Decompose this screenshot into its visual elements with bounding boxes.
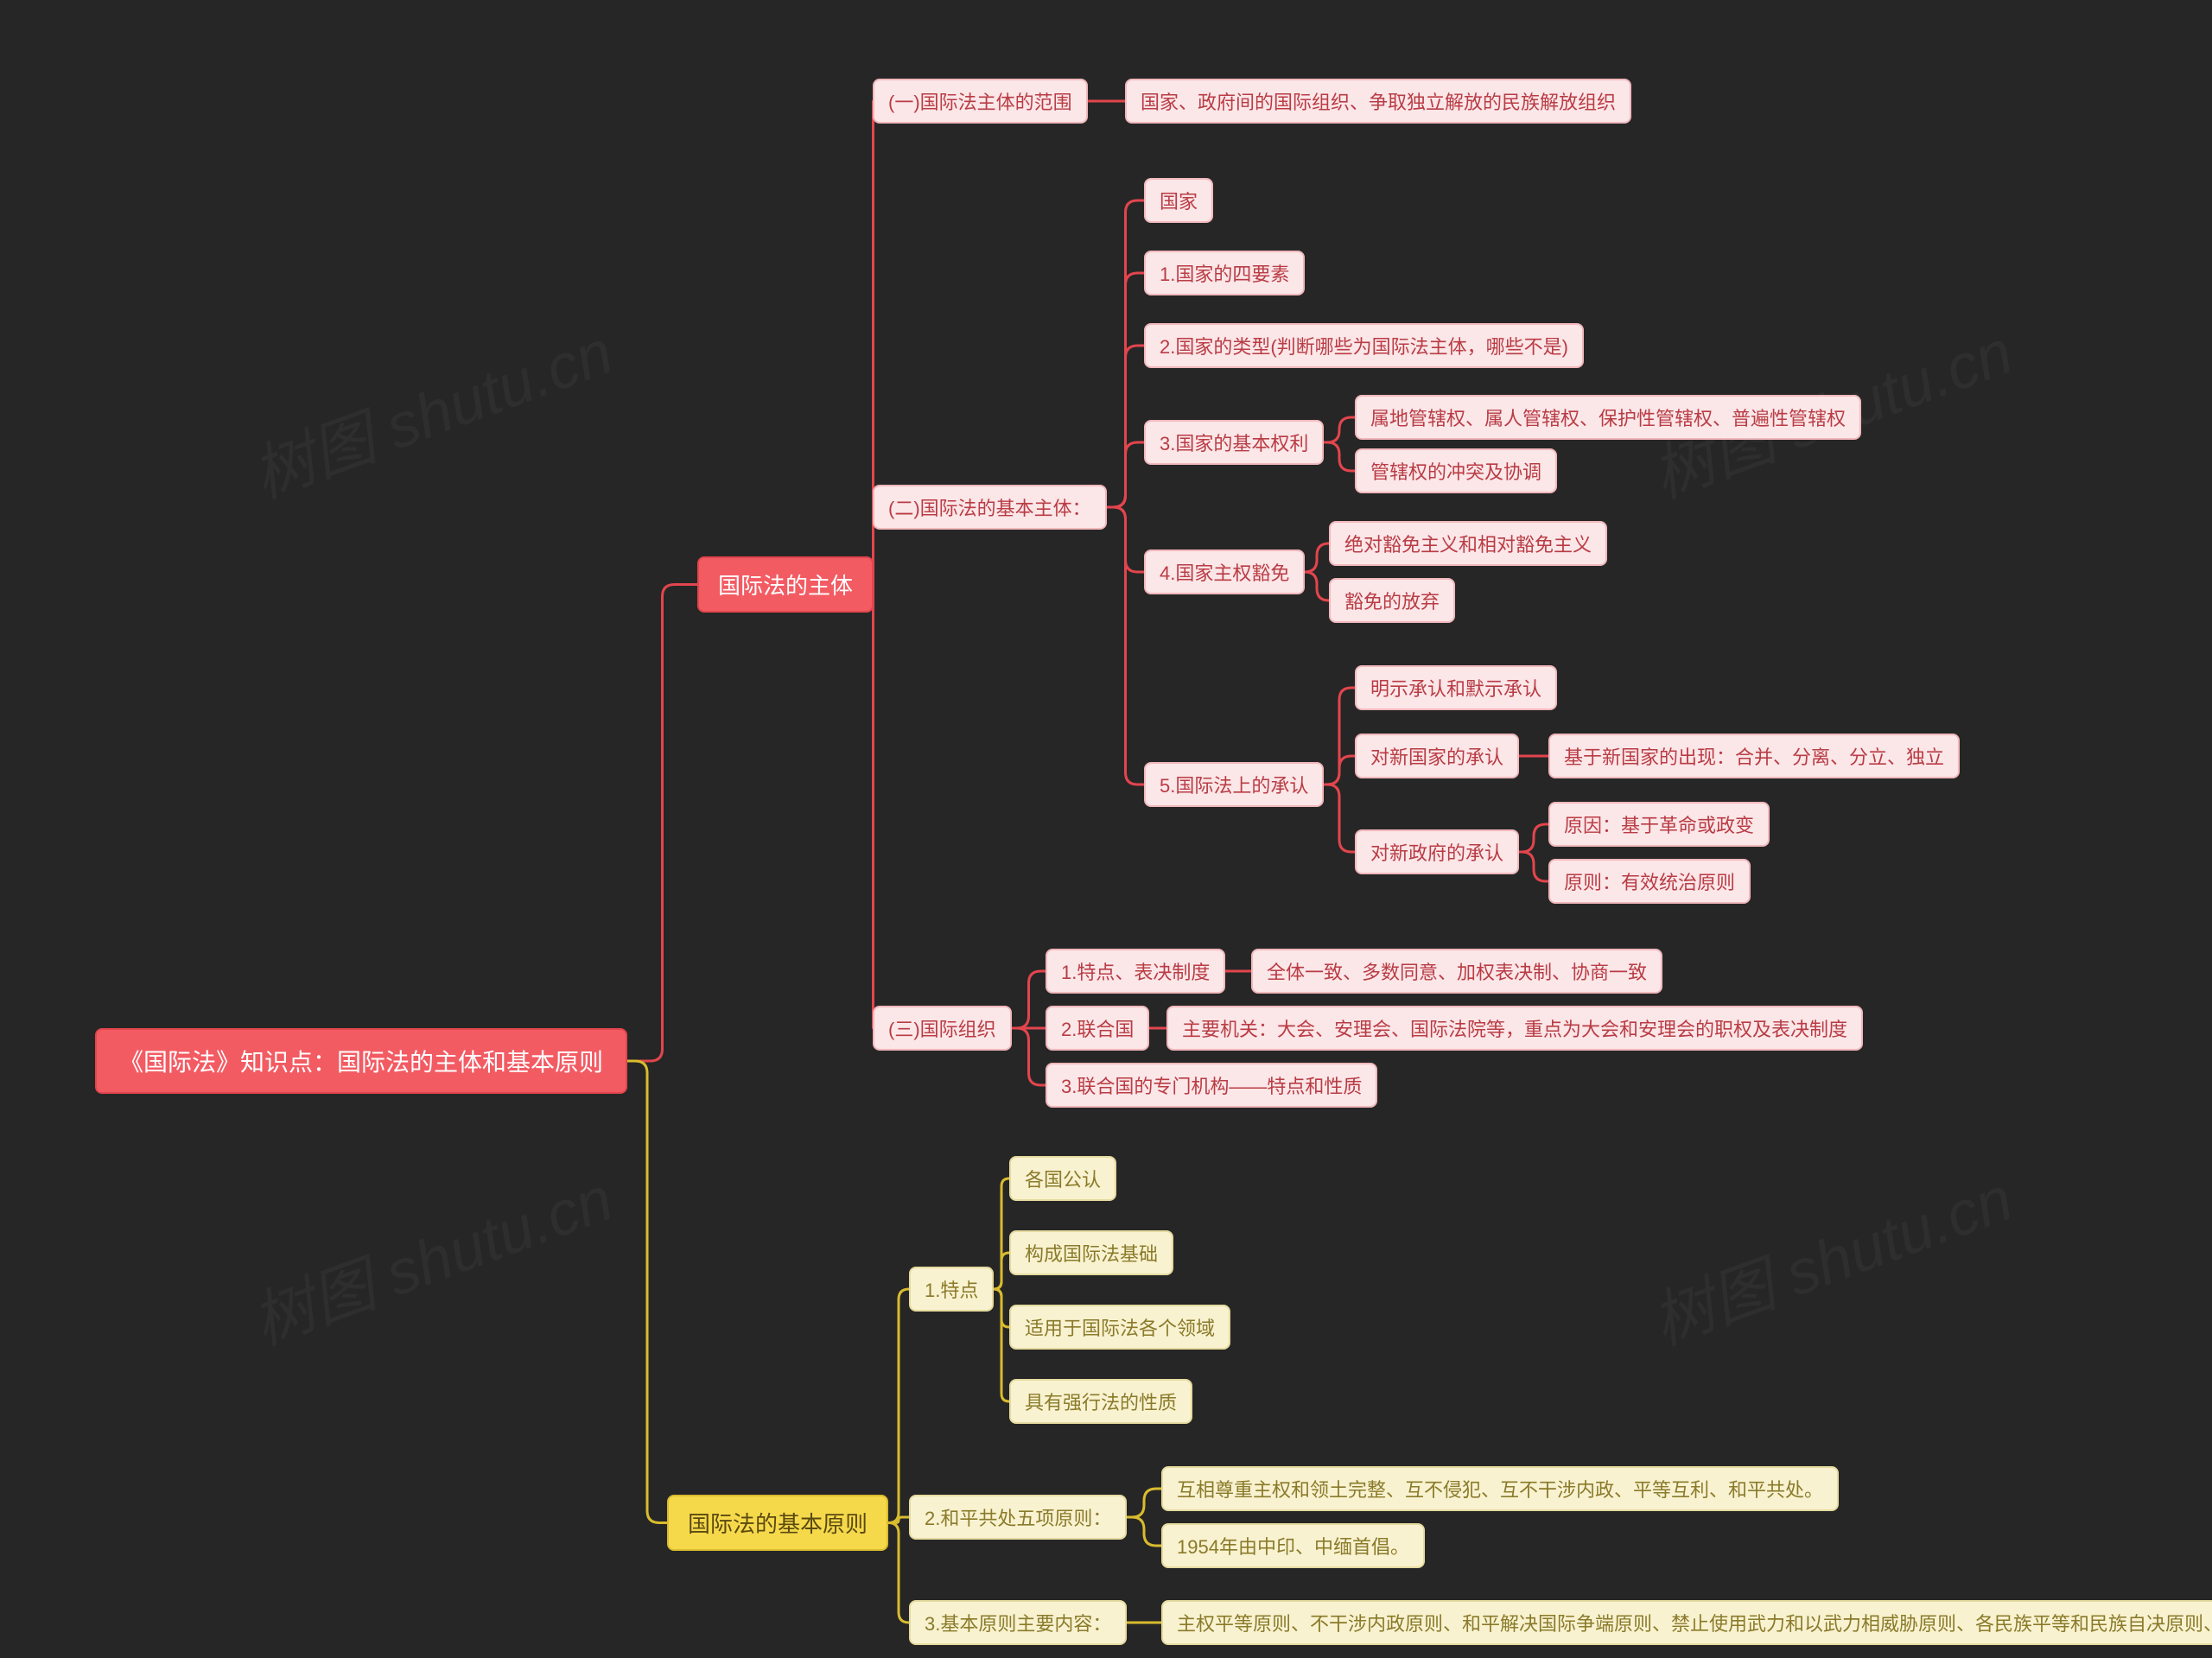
node-s2b[interactable]: 1.国家的四要素 <box>1144 251 1305 295</box>
node-s2f2[interactable]: 对新国家的承认 <box>1355 734 1519 778</box>
node-s2e2[interactable]: 豁免的放弃 <box>1329 578 1455 623</box>
node-s2d1[interactable]: 属地管辖权、属人管辖权、保护性管辖权、普遍性管辖权 <box>1355 395 1861 440</box>
node-p3a[interactable]: 主权平等原则、不干涉内政原则、和平解决国际争端原则、禁止使用武力和以武力相威胁原… <box>1161 1600 2212 1645</box>
edge <box>994 1178 1009 1289</box>
edge <box>1107 346 1144 507</box>
node-p1b[interactable]: 构成国际法基础 <box>1009 1230 1173 1275</box>
edge <box>1324 417 1355 442</box>
node-p2a[interactable]: 互相尊重主权和领土完整、互不侵犯、互不干涉内政、平等互利、和平共处。 <box>1161 1466 1839 1511</box>
node-s2a[interactable]: 国家 <box>1144 178 1213 223</box>
node-p2[interactable]: 2.和平共处五项原则： <box>909 1495 1127 1540</box>
node-b1[interactable]: 国际法的主体 <box>697 556 874 613</box>
node-s3a1[interactable]: 全体一致、多数同意、加权表决制、协商一致 <box>1251 949 1662 994</box>
node-s2e[interactable]: 4.国家主权豁免 <box>1144 549 1305 594</box>
node-p3[interactable]: 3.基本原则主要内容： <box>909 1600 1127 1645</box>
edge <box>888 1523 909 1623</box>
watermark: 树图 shutu.cn <box>1637 1148 2023 1363</box>
edge <box>1107 200 1144 507</box>
edge <box>1012 1028 1046 1085</box>
node-p1c[interactable]: 适用于国际法各个领域 <box>1009 1305 1230 1350</box>
edge <box>1127 1489 1161 1517</box>
edge <box>994 1253 1009 1289</box>
node-p2b[interactable]: 1954年由中印、中缅首倡。 <box>1161 1523 1425 1568</box>
node-s2f3a[interactable]: 原因：基于革命或政变 <box>1548 802 1770 847</box>
edge <box>1519 852 1548 881</box>
node-b2[interactable]: 国际法的基本原则 <box>667 1495 888 1551</box>
edge <box>1324 756 1355 785</box>
node-root[interactable]: 《国际法》知识点：国际法的主体和基本原则 <box>95 1028 627 1094</box>
edge <box>994 1289 1009 1327</box>
edge <box>888 1289 909 1523</box>
edge <box>627 585 697 1062</box>
edge <box>1324 688 1355 785</box>
node-s2d2[interactable]: 管辖权的冲突及协调 <box>1355 448 1557 493</box>
edge <box>994 1289 1009 1401</box>
edge <box>1107 507 1144 572</box>
edge <box>1107 442 1144 507</box>
node-s2d[interactable]: 3.国家的基本权利 <box>1144 420 1324 465</box>
node-s1[interactable]: (一)国际法主体的范围 <box>873 79 1088 124</box>
node-s2c[interactable]: 2.国家的类型(判断哪些为国际法主体，哪些不是) <box>1144 323 1584 368</box>
node-p1[interactable]: 1.特点 <box>909 1267 994 1312</box>
edge <box>1107 273 1144 507</box>
watermark: 树图 shutu.cn <box>238 1148 623 1363</box>
edge <box>1519 824 1548 852</box>
node-s3b1[interactable]: 主要机关：大会、安理会、国际法院等，重点为大会和安理会的职权及表决制度 <box>1166 1006 1863 1051</box>
edge <box>1324 785 1355 852</box>
node-p1a[interactable]: 各国公认 <box>1009 1156 1116 1201</box>
node-s2f2a[interactable]: 基于新国家的出现：合并、分离、分立、独立 <box>1548 734 1960 778</box>
node-s3[interactable]: (三)国际组织 <box>873 1006 1012 1051</box>
node-p1d[interactable]: 具有强行法的性质 <box>1009 1379 1192 1424</box>
node-s3c[interactable]: 3.联合国的专门机构——特点和性质 <box>1046 1063 1377 1108</box>
node-s3a[interactable]: 1.特点、表决制度 <box>1046 949 1225 994</box>
edge <box>1305 572 1329 600</box>
edge <box>1324 442 1355 471</box>
node-s2f3b[interactable]: 原则：有效统治原则 <box>1548 859 1751 904</box>
edge <box>888 1517 909 1523</box>
node-s2f3[interactable]: 对新政府的承认 <box>1355 829 1519 874</box>
node-s2[interactable]: (二)国际法的基本主体： <box>873 485 1107 530</box>
edge <box>1012 971 1046 1028</box>
node-s2e1[interactable]: 绝对豁免主义和相对豁免主义 <box>1329 521 1607 566</box>
edge <box>1305 543 1329 572</box>
node-s3b[interactable]: 2.联合国 <box>1046 1006 1149 1051</box>
node-s2f[interactable]: 5.国际法上的承认 <box>1144 762 1324 807</box>
edge <box>873 585 874 1029</box>
edge <box>1127 1517 1161 1546</box>
node-s1a[interactable]: 国家、政府间的国际组织、争取独立解放的民族解放组织 <box>1125 79 1631 124</box>
node-s2f1[interactable]: 明示承认和默示承认 <box>1355 665 1557 710</box>
mindmap-canvas: 《国际法》知识点：国际法的主体和基本原则 国际法的主体国际法的基本原则 (一)国际法… <box>0 0 2212 1658</box>
watermark: 树图 shutu.cn <box>238 302 623 516</box>
edge <box>1107 507 1144 785</box>
edge <box>627 1061 667 1523</box>
